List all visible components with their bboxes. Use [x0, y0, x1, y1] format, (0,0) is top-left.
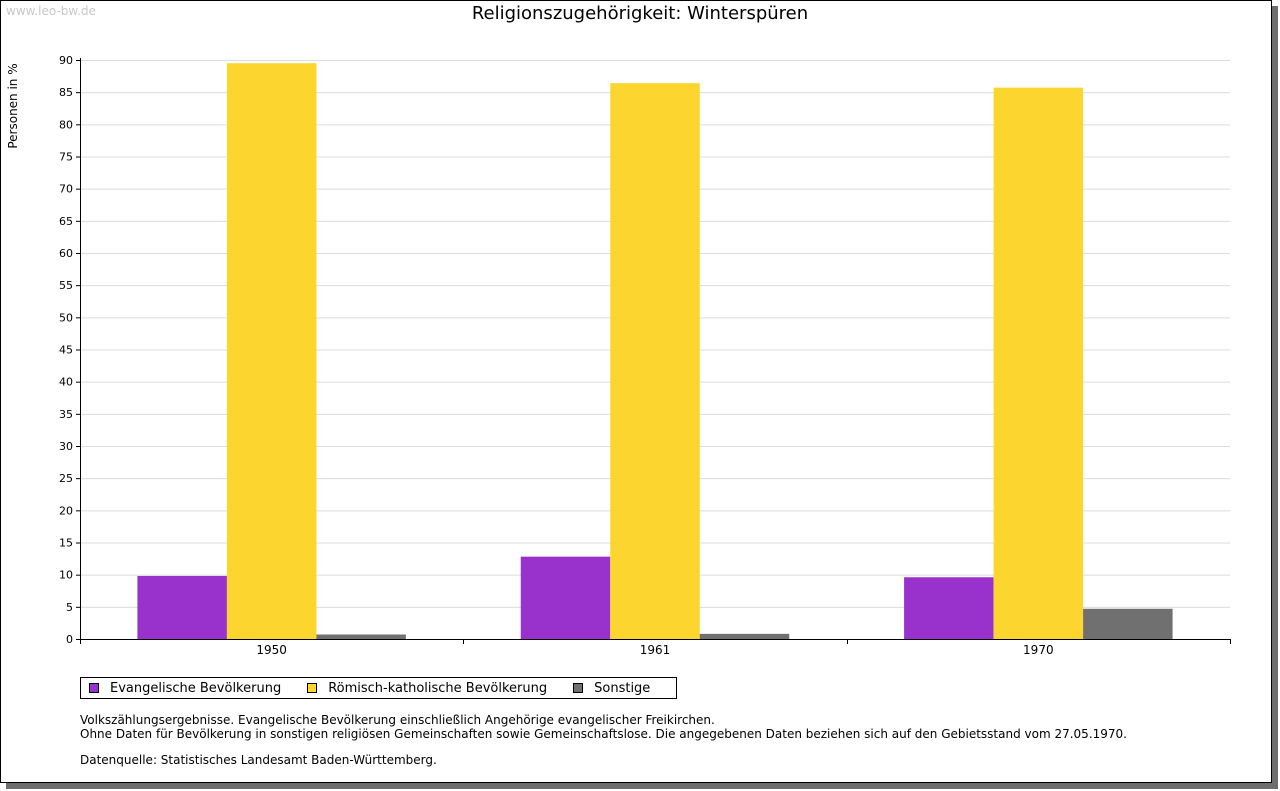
- legend-label-evangelisch: Evangelische Bevölkerung: [110, 680, 282, 696]
- bar-1950-2: [316, 634, 406, 639]
- x-tick-label-1961: 1961: [640, 643, 671, 657]
- y-tick-label-65: 65: [59, 215, 73, 228]
- bar-1970-2: [1083, 608, 1173, 639]
- frame-shadow-right: [1272, 6, 1278, 787]
- bar-1961-2: [699, 633, 790, 639]
- note-line-2: Ohne Daten für Bevölkerung in sonstigen …: [80, 727, 1127, 741]
- y-tick-label-50: 50: [59, 311, 73, 324]
- watermark: www.leo-bw.de: [6, 4, 96, 18]
- x-tick-label-1970: 1970: [1023, 643, 1054, 657]
- legend-label-katholisch: Römisch-katholische Bevölkerung: [328, 680, 548, 696]
- bar-1950-0: [137, 575, 227, 639]
- legend-swatch-katholisch: [307, 683, 318, 693]
- chart-title: Religionszugehörigkeit: Winterspüren: [471, 3, 809, 24]
- y-tick-label-30: 30: [59, 440, 73, 453]
- bar-1970-1: [993, 87, 1084, 639]
- note-line-1: Volkszählungsergebnisse. Evangelische Be…: [80, 713, 715, 727]
- x-tick-label-1950: 1950: [256, 643, 287, 657]
- bar-1950-1: [226, 63, 317, 639]
- y-tick-label-85: 85: [59, 86, 73, 99]
- legend-item-sonstige: Sonstige: [573, 681, 650, 696]
- legend-swatch-evangelisch: [89, 683, 99, 693]
- y-tick-label-10: 10: [59, 569, 73, 582]
- y-tick-label-75: 75: [59, 151, 73, 164]
- y-tick-label-15: 15: [59, 537, 73, 550]
- frame-shadow-bottom: [6, 783, 1278, 789]
- legend-item-katholisch: Römisch-katholische Bevölkerung: [307, 681, 547, 696]
- y-tick-label-70: 70: [59, 183, 73, 196]
- y-tick-label-90: 90: [59, 54, 73, 67]
- y-tick-label-45: 45: [59, 344, 73, 357]
- y-tick-label-40: 40: [59, 376, 73, 389]
- bar-1961-1: [610, 83, 700, 639]
- legend-item-evangelisch: Evangelische Bevölkerung: [89, 681, 281, 696]
- y-tick-label-20: 20: [59, 504, 73, 517]
- bar-1970-0: [904, 577, 994, 639]
- y-tick-label-5: 5: [66, 601, 73, 614]
- y-tick-label-80: 80: [59, 118, 73, 131]
- y-tick-label-35: 35: [59, 408, 73, 421]
- legend-label-sonstige: Sonstige: [594, 680, 651, 696]
- y-tick-label-55: 55: [59, 279, 73, 292]
- y-tick-label-0: 0: [66, 633, 73, 646]
- data-source: Datenquelle: Statistisches Landesamt Bad…: [80, 753, 437, 767]
- y-tick-label-25: 25: [59, 472, 73, 485]
- bar-1961-0: [520, 556, 611, 639]
- legend-swatch-sonstige: [573, 683, 584, 693]
- legend: Evangelische Bevölkerung Römisch-katholi…: [80, 677, 677, 699]
- y-tick-label-60: 60: [59, 247, 73, 260]
